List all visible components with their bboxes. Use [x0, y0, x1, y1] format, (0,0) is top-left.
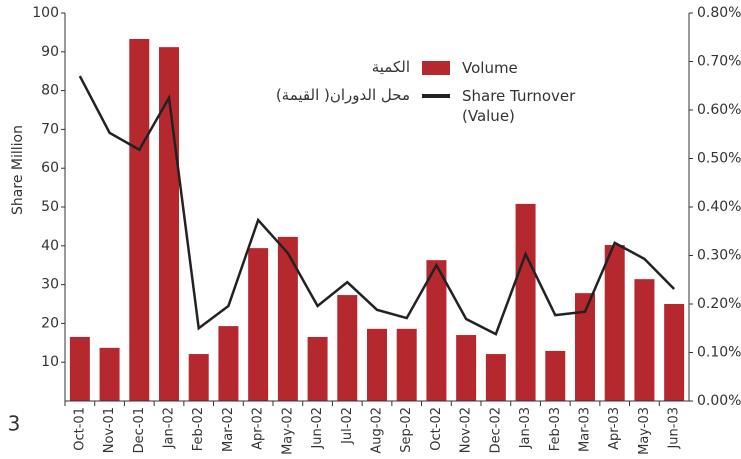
y-tick-label: 10 — [41, 354, 59, 370]
y2-tick-label: 0.60% — [697, 102, 741, 118]
legend-label: Share Turnover (Value) — [462, 87, 576, 125]
bar — [664, 304, 685, 401]
bar — [575, 293, 595, 401]
x-tick-label: Mar-03 — [578, 407, 593, 452]
bar — [396, 328, 417, 401]
x-tick-label: Oct-01 — [72, 407, 87, 451]
bar — [99, 347, 120, 401]
y2-tick-label: 0.00% — [697, 393, 741, 409]
x-tick-label: Oct-02 — [429, 407, 444, 451]
bar — [218, 326, 239, 401]
bar — [248, 248, 269, 401]
legend-swatch — [422, 94, 450, 98]
bar — [367, 328, 387, 401]
x-tick-label: Apr-02 — [251, 407, 266, 450]
x-tick-label: May-02 — [280, 407, 295, 455]
bar — [634, 279, 655, 401]
bar — [129, 38, 150, 401]
x-tick-label: Dec-01 — [132, 407, 147, 453]
bar — [545, 350, 566, 401]
y-tick-label: 40 — [41, 238, 59, 254]
y-axis-label: Share Million — [10, 125, 26, 215]
y-tick-label: 60 — [41, 160, 59, 176]
bar — [515, 203, 536, 401]
x-tick-label: Jun-02 — [310, 407, 325, 450]
page-number: 3 — [8, 412, 21, 436]
bar — [277, 236, 298, 401]
y-tick-label: 100 — [32, 5, 59, 21]
x-tick-label: Jan-03 — [518, 407, 533, 449]
x-tick-label: Mar-02 — [221, 407, 236, 452]
x-tick-label: Apr-03 — [607, 407, 622, 450]
legend-entry: الكمية Volume — [250, 58, 592, 78]
y-tick-label: 30 — [41, 277, 59, 293]
y-tick-label: 80 — [41, 83, 59, 99]
x-tick-label: Jun-03 — [667, 407, 682, 450]
bar — [337, 295, 358, 401]
bar — [456, 335, 477, 401]
x-tick-label: Jul-02 — [340, 407, 355, 445]
y-tick-label: 50 — [41, 199, 59, 215]
bar — [485, 354, 506, 401]
y2-tick-label: 0.50% — [697, 151, 741, 167]
legend-entry: محل الدوران( القيمة) Share Turnover (Valu… — [250, 86, 592, 126]
bar — [307, 336, 328, 401]
legend: الكمية Volume محل الدوران( القيمة) Share Tu… — [250, 58, 592, 134]
y2-tick-label: 0.20% — [697, 296, 741, 312]
bar — [426, 260, 447, 401]
y-tick-label: 20 — [41, 315, 59, 331]
y2-tick-label: 0.40% — [697, 199, 741, 215]
x-tick-label: Feb-02 — [191, 407, 206, 451]
x-tick-label: May-03 — [637, 407, 652, 455]
legend-arabic: محل الدوران( القيمة) — [275, 86, 410, 104]
bar — [188, 354, 209, 401]
y2-tick-label: 0.10% — [697, 345, 741, 361]
x-tick-label: Nov-02 — [459, 407, 474, 453]
legend-label: Volume — [462, 59, 518, 77]
y2-tick-label: 0.80% — [697, 5, 741, 21]
x-tick-label: Nov-01 — [102, 407, 117, 453]
legend-arabic: الكمية — [371, 58, 410, 76]
bar — [69, 336, 90, 401]
x-tick-label: Jan-02 — [162, 407, 177, 449]
y2-tick-label: 0.30% — [697, 248, 741, 264]
legend-swatch — [422, 61, 450, 75]
y-tick-label: 90 — [41, 44, 59, 60]
y2-tick-label: 0.70% — [697, 54, 741, 70]
line — [78, 75, 676, 336]
x-tick-label: Aug-02 — [370, 407, 385, 454]
x-tick-label: Sep-02 — [399, 407, 414, 453]
x-tick-label: Feb-03 — [548, 407, 563, 451]
y-tick-label: 70 — [41, 121, 59, 137]
x-tick-label: Dec-02 — [488, 407, 503, 453]
bar — [604, 245, 625, 401]
